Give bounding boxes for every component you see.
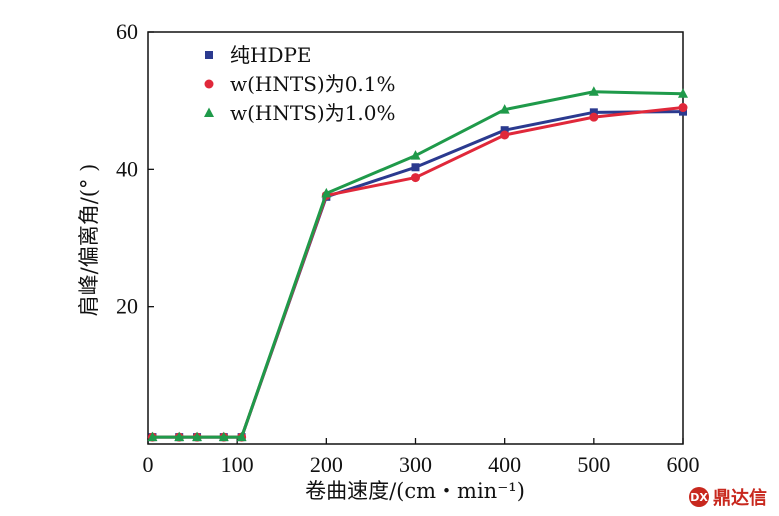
data-point bbox=[411, 173, 420, 183]
x-tick-label: 100 bbox=[221, 452, 254, 477]
data-point bbox=[174, 431, 185, 442]
data-point bbox=[411, 163, 420, 172]
data-point bbox=[192, 431, 203, 442]
y-tick-label: 40 bbox=[116, 156, 138, 181]
x-tick-label: 500 bbox=[577, 452, 610, 477]
watermark: DX 鼎达信 bbox=[689, 484, 767, 510]
x-tick-label: 400 bbox=[488, 452, 521, 477]
data-point bbox=[500, 126, 509, 135]
x-axis-title: 卷曲速度/(cm・min⁻¹) bbox=[305, 479, 525, 503]
data-point bbox=[236, 431, 247, 442]
axis-ticks: 0 100 200 300 400 500 600 20 40 60 bbox=[116, 19, 700, 477]
watermark-logo-icon: DX bbox=[689, 487, 709, 507]
plot-frame bbox=[147, 31, 684, 445]
data-point bbox=[321, 187, 332, 198]
data-point bbox=[410, 150, 421, 160]
data-point bbox=[218, 431, 229, 442]
series-line bbox=[152, 90, 684, 439]
x-tick-label: 600 bbox=[667, 452, 700, 477]
legend-marker bbox=[204, 79, 214, 89]
x-tick-label: 200 bbox=[310, 452, 343, 477]
legend-label: 纯HDPE bbox=[230, 43, 312, 67]
series-3 bbox=[147, 86, 688, 442]
data-point bbox=[588, 86, 599, 96]
legend-marker bbox=[205, 51, 213, 59]
data-point bbox=[500, 130, 510, 140]
y-axis-title: 肩峰/偏离角/(° ) bbox=[77, 164, 101, 317]
x-tick-label: 300 bbox=[399, 452, 432, 477]
x-tick-label: 0 bbox=[143, 452, 154, 477]
data-point bbox=[678, 103, 688, 113]
legend: 纯HDPE w(HNTS)为0.1% w(HNTS)为1.0% bbox=[204, 43, 396, 125]
data-point bbox=[499, 104, 510, 114]
legend-marker bbox=[204, 107, 214, 117]
watermark-text: 鼎达信 bbox=[713, 488, 767, 509]
series-layer bbox=[147, 86, 688, 442]
data-point bbox=[589, 112, 599, 122]
data-point bbox=[589, 108, 598, 117]
y-tick-label: 20 bbox=[116, 294, 138, 319]
legend-label: w(HNTS)为0.1% bbox=[230, 72, 396, 96]
series-line bbox=[152, 110, 684, 439]
data-point bbox=[147, 431, 158, 442]
data-point bbox=[678, 88, 688, 98]
legend-label: w(HNTS)为1.0% bbox=[230, 101, 396, 125]
y-tick-label: 60 bbox=[116, 19, 138, 44]
